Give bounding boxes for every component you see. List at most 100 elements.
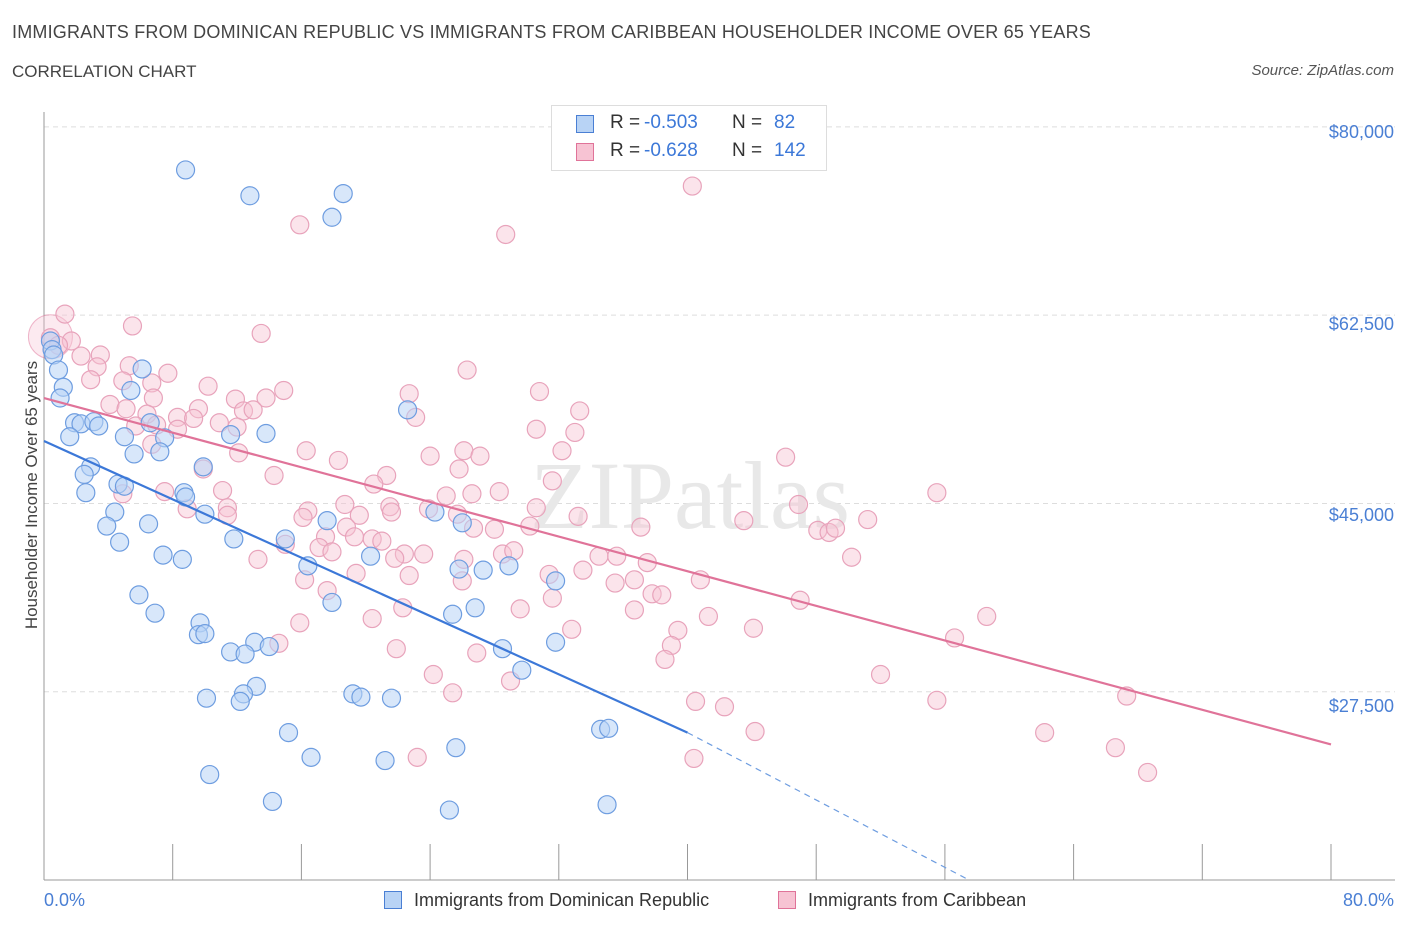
data-point-caribbean xyxy=(116,399,136,419)
data-point-caribbean xyxy=(510,599,530,619)
data-point-caribbean xyxy=(698,606,719,627)
r-value: -0.628 xyxy=(644,140,698,161)
data-point-caribbean xyxy=(684,748,704,769)
data-point-caribbean xyxy=(655,649,675,670)
data-point-caribbean xyxy=(386,639,406,659)
data-point-dominican xyxy=(240,186,260,206)
data-point-caribbean xyxy=(198,376,218,396)
data-point-dominican xyxy=(196,688,217,708)
data-point-caribbean xyxy=(81,370,101,390)
data-point-caribbean xyxy=(55,304,75,324)
data-point-caribbean xyxy=(454,441,474,461)
data-point-caribbean xyxy=(685,691,706,712)
n-label: N = xyxy=(732,140,763,161)
data-point-caribbean xyxy=(462,484,482,504)
data-point-dominican xyxy=(499,556,519,576)
data-point-caribbean xyxy=(420,446,440,466)
data-point-caribbean xyxy=(372,531,392,551)
data-point-dominican xyxy=(599,718,619,738)
data-point-caribbean xyxy=(436,486,456,506)
data-point-caribbean xyxy=(605,573,625,593)
data-point-caribbean xyxy=(642,584,662,604)
data-point-caribbean xyxy=(529,381,550,402)
data-point-dominican xyxy=(512,660,532,680)
data-point-dominican xyxy=(545,571,566,591)
data-point-caribbean xyxy=(661,635,682,656)
data-point-dominican xyxy=(446,738,466,758)
data-point-dominican xyxy=(138,514,159,534)
y-tick-label: $27,500 xyxy=(1328,696,1394,716)
data-point-dominican xyxy=(200,764,220,785)
data-point-caribbean xyxy=(399,565,419,586)
legend-swatch-blue xyxy=(576,115,594,133)
n-label: N = xyxy=(732,112,763,133)
data-point-caribbean xyxy=(776,447,796,467)
data-point-dominican xyxy=(275,529,295,549)
data-point-caribbean xyxy=(542,588,562,608)
data-point-dominican xyxy=(333,184,353,204)
data-point-dominican xyxy=(259,636,279,657)
data-point-caribbean xyxy=(526,498,546,518)
data-point-caribbean xyxy=(217,498,237,518)
data-point-caribbean xyxy=(335,494,355,515)
data-point-dominican xyxy=(397,400,418,420)
data-point-caribbean xyxy=(526,419,546,439)
data-point-dominican xyxy=(322,207,342,227)
data-point-dominican xyxy=(76,483,96,503)
data-point-caribbean xyxy=(682,176,702,196)
data-point-dominican xyxy=(172,549,192,569)
data-point-caribbean xyxy=(552,441,572,461)
data-point-caribbean xyxy=(122,316,143,336)
data-point-caribbean xyxy=(90,345,110,365)
trend-line-caribbean xyxy=(43,396,1332,746)
data-point-caribbean xyxy=(927,483,947,503)
data-point-dominican xyxy=(150,442,170,462)
data-point-caribbean xyxy=(927,690,947,710)
data-point-caribbean xyxy=(1035,723,1055,743)
data-point-caribbean xyxy=(743,618,764,638)
n-value: 142 xyxy=(774,140,806,161)
data-point-caribbean xyxy=(423,664,443,685)
data-point-dominican xyxy=(145,603,165,623)
data-point-dominican xyxy=(449,559,469,579)
data-point-caribbean xyxy=(489,482,509,502)
data-point-caribbean xyxy=(184,408,204,429)
data-point-caribbean xyxy=(714,697,735,717)
data-point-caribbean xyxy=(407,747,427,767)
trend-lines xyxy=(43,396,1332,881)
data-point-caribbean xyxy=(484,519,505,539)
data-point-caribbean xyxy=(624,600,645,620)
data-point-dominican xyxy=(110,532,130,552)
data-point-caribbean xyxy=(290,215,310,235)
data-point-dominican xyxy=(360,546,381,566)
data-point-caribbean xyxy=(467,643,487,663)
data-point-dominican xyxy=(473,560,493,580)
data-point-dominican xyxy=(301,747,321,767)
data-point-caribbean xyxy=(734,511,754,531)
data-point-caribbean xyxy=(188,399,209,419)
y-tick-label: $80,000 xyxy=(1328,122,1394,142)
r-value: -0.503 xyxy=(644,112,698,133)
data-point-dominican xyxy=(195,624,215,644)
data-point-dominican xyxy=(124,444,144,464)
data-point-caribbean xyxy=(414,544,434,564)
data-point-caribbean xyxy=(1138,762,1158,783)
n-value: 82 xyxy=(774,112,796,133)
data-point-dominican xyxy=(74,464,94,484)
data-point-caribbean xyxy=(61,331,81,351)
data-point-dominican xyxy=(121,380,141,401)
data-point-caribbean xyxy=(212,480,233,501)
data-point-caribbean xyxy=(248,549,268,569)
data-point-caribbean xyxy=(573,560,593,580)
y-tick-label: $62,500 xyxy=(1328,314,1394,334)
data-point-caribbean xyxy=(290,613,310,633)
data-point-caribbean xyxy=(631,517,651,537)
data-point-caribbean xyxy=(825,518,846,538)
data-point-caribbean xyxy=(570,401,590,421)
data-point-caribbean xyxy=(158,363,178,383)
data-point-caribbean xyxy=(841,547,862,567)
data-point-dominican xyxy=(230,691,250,712)
legend-label: Immigrants from Dominican Republic xyxy=(414,890,710,910)
data-point-caribbean xyxy=(251,323,271,344)
